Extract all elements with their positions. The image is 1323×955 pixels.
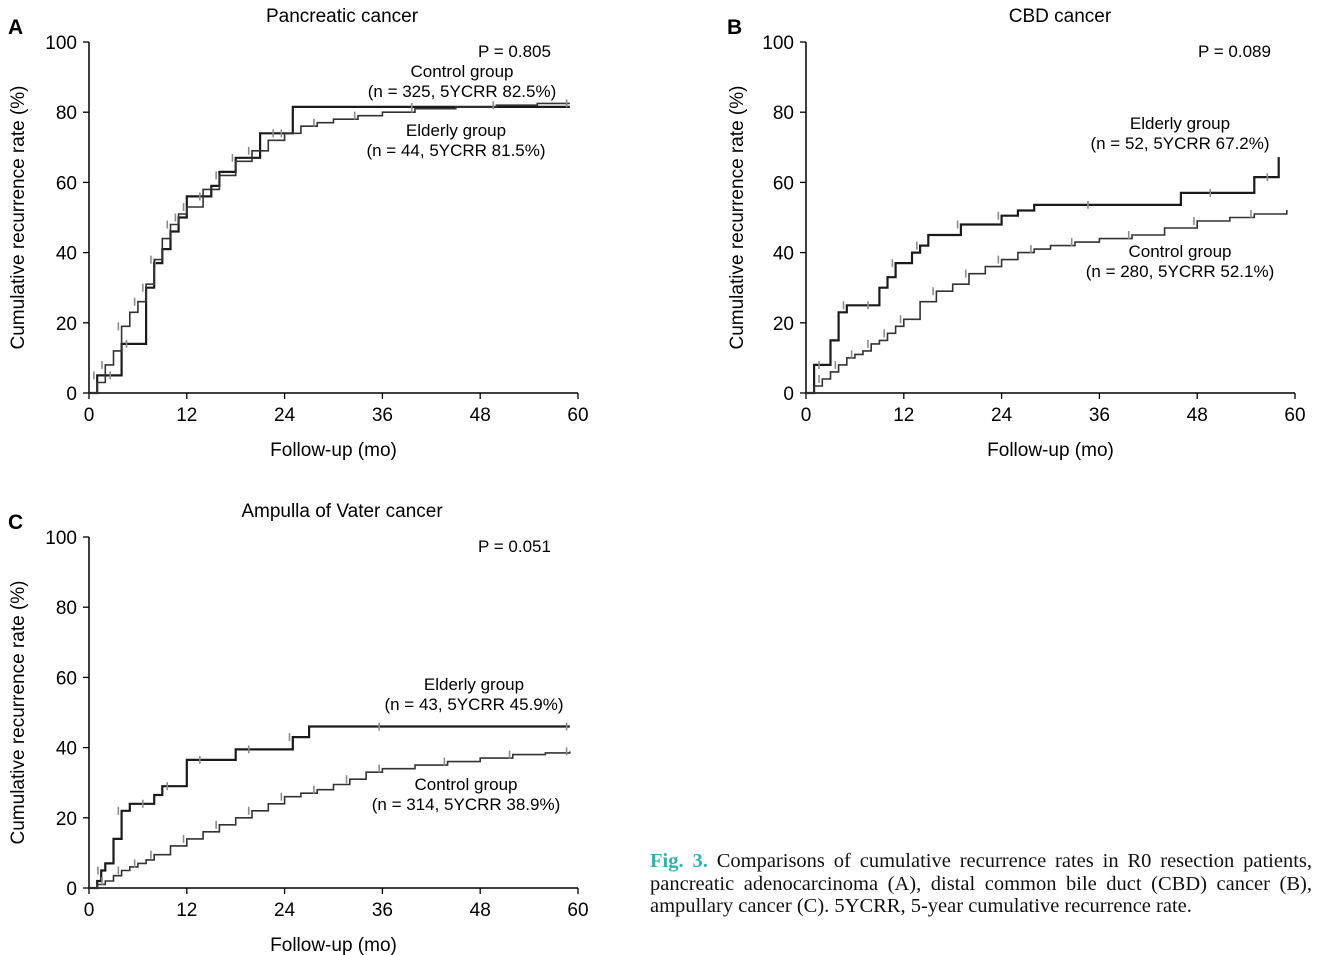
series-annotation-name: Elderly group [406, 121, 506, 140]
chart-title: Ampulla of Vater cancer [241, 501, 443, 522]
series-annotation-name: Elderly group [424, 675, 524, 694]
y-tick-label: 40 [773, 244, 794, 265]
p-value: P = 0.805 [478, 42, 551, 61]
series-annotation-stats: (n = 325, 5YCRR 82.5%) [368, 82, 557, 101]
x-tick-label: 60 [567, 900, 588, 921]
y-tick-label: 40 [56, 244, 77, 265]
x-tick-label: 60 [567, 405, 588, 426]
x-tick-label: 36 [1089, 405, 1110, 426]
series-annotation-stats: (n = 43, 5YCRR 45.9%) [384, 695, 563, 714]
series-annotation-stats: (n = 280, 5YCRR 52.1%) [1086, 262, 1275, 281]
x-tick-label: 48 [470, 900, 491, 921]
x-tick-label: 24 [274, 900, 296, 921]
x-tick-label: 36 [372, 405, 393, 426]
series-line-control [89, 751, 571, 889]
series-annotation-name: Control group [414, 775, 517, 794]
y-tick-label: 80 [773, 103, 794, 124]
x-tick-label: 12 [176, 405, 197, 426]
x-tick-label: 12 [893, 405, 914, 426]
chart-title: Pancreatic cancer [266, 6, 419, 27]
y-tick-label: 60 [773, 173, 794, 194]
y-tick-label: 100 [45, 528, 77, 549]
y-tick-label: 60 [56, 173, 77, 194]
y-tick-label: 100 [45, 33, 77, 54]
x-tick-label: 36 [372, 900, 393, 921]
series-line-elderly [89, 725, 570, 890]
x-axis-label: Follow-up (mo) [987, 440, 1114, 461]
chart-title: CBD cancer [1009, 6, 1112, 27]
y-tick-label: 20 [56, 314, 77, 335]
y-tick-label: 20 [773, 314, 794, 335]
y-tick-label: 0 [66, 384, 77, 405]
x-tick-label: 48 [1187, 405, 1208, 426]
series-annotation-stats: (n = 44, 5YCRR 81.5%) [366, 141, 545, 160]
series-annotation-name: Elderly group [1130, 114, 1230, 133]
chart-panel-b: B CBD cancer 0 20 40 60 80 100 0 12 24 36 48 60 Follow… [727, 6, 1306, 461]
p-value: P = 0.051 [478, 537, 551, 556]
panel-letter: B [727, 16, 742, 39]
x-tick-label: 0 [801, 405, 812, 426]
y-tick-label: 40 [56, 739, 77, 760]
x-tick-label: 12 [176, 900, 197, 921]
x-tick-label: 24 [274, 405, 296, 426]
y-tick-label: 100 [762, 33, 794, 54]
y-axis-label: Cumulative recurrence rate (%) [8, 581, 29, 845]
series-line-control [806, 210, 1288, 394]
panel-letter: A [8, 16, 23, 39]
series-line-elderly [806, 157, 1280, 395]
series-annotation-name: Control group [1128, 242, 1231, 261]
y-tick-label: 80 [56, 103, 77, 124]
panel-letter: C [8, 511, 23, 534]
x-tick-label: 48 [470, 405, 491, 426]
y-tick-label: 0 [783, 384, 794, 405]
y-axis-label: Cumulative recurrence rate (%) [8, 86, 29, 350]
x-tick-label: 24 [991, 405, 1013, 426]
series-line-elderly [89, 105, 570, 395]
x-tick-label: 0 [84, 900, 95, 921]
figure-label: Fig. 3. [650, 850, 708, 872]
y-axis-label: Cumulative recurrence rate (%) [727, 86, 748, 350]
figure-caption: Fig. 3. Comparisons of cumulative recurr… [650, 850, 1312, 918]
y-tick-label: 80 [56, 598, 77, 619]
x-tick-label: 60 [1284, 405, 1305, 426]
x-tick-label: 0 [84, 405, 95, 426]
x-axis-label: Follow-up (mo) [270, 935, 397, 955]
series-annotation-name: Control group [410, 62, 513, 81]
series-annotation-stats: (n = 314, 5YCRR 38.9%) [372, 795, 561, 814]
figure-caption-text: Comparisons of cumulative recurrence rat… [650, 850, 1312, 917]
series-line-control [89, 102, 570, 394]
p-value: P = 0.089 [1198, 42, 1271, 61]
y-tick-label: 60 [56, 668, 77, 689]
chart-panel-a: A Pancreatic cancer 0 20 40 60 80 100 0 12 24 36 48 6… [8, 6, 589, 461]
chart-panel-c: C Ampulla of Vater cancer 0 20 40 60 80 100 0 12 2… [8, 501, 589, 955]
x-axis-label: Follow-up (mo) [270, 440, 397, 461]
series-annotation-stats: (n = 52, 5YCRR 67.2%) [1090, 134, 1269, 153]
y-tick-label: 20 [56, 809, 77, 830]
y-tick-label: 0 [66, 879, 77, 900]
